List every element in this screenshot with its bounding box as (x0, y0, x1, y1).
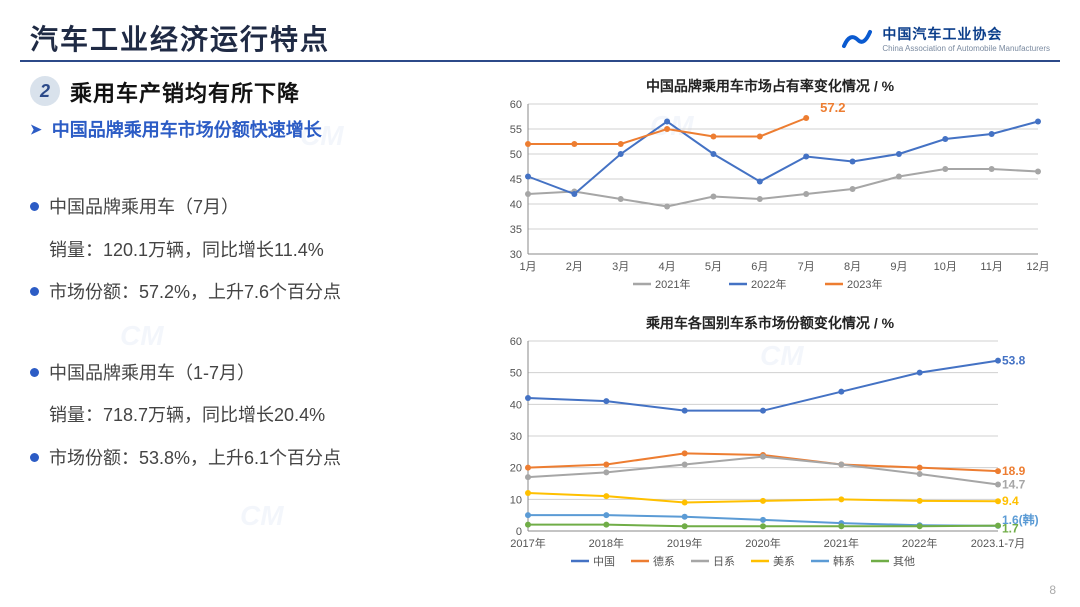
svg-text:35: 35 (510, 224, 522, 236)
svg-text:30: 30 (510, 431, 522, 443)
svg-text:30: 30 (510, 249, 522, 261)
title-divider (20, 60, 1060, 62)
section-number: 2 (30, 76, 60, 106)
svg-text:6月: 6月 (751, 261, 768, 273)
svg-text:5月: 5月 (705, 261, 722, 273)
svg-text:2023年: 2023年 (847, 277, 882, 291)
svg-text:德系: 德系 (653, 554, 675, 568)
svg-text:57.2: 57.2 (820, 100, 845, 115)
bullet-text: 中国品牌乘用车（1-7月） (49, 358, 255, 389)
section-title: 乘用车产销均有所下降 (70, 76, 300, 108)
svg-text:美系: 美系 (773, 555, 795, 568)
logo-text-en: China Association of Automobile Manufact… (882, 44, 1050, 53)
chart-title: 乘用车各国别车系市场份额变化情况 / % (490, 313, 1050, 333)
chart-title: 中国品牌乘用车市场占有率变化情况 / % (490, 76, 1050, 96)
svg-text:9月: 9月 (890, 261, 907, 273)
chart-1-svg: 30 35 40 45 50 55 60 1月 2月 3月 4月 5月 6月 7月 8月 9月 10月 11月 12… (490, 98, 1050, 298)
section-subtitle: 中国品牌乘用车市场份额快速增长 (52, 116, 322, 142)
svg-text:53.8: 53.8 (1002, 354, 1026, 368)
charts-panel: 中国品牌乘用车市场占有率变化情况 / % 303540455055601月2月3… (490, 76, 1050, 590)
svg-text:12月: 12月 (1026, 261, 1049, 273)
svg-text:40: 40 (510, 199, 522, 211)
svg-text:2020年: 2020年 (745, 536, 780, 550)
svg-text:20: 20 (510, 463, 522, 475)
svg-text:1.7: 1.7 (1002, 521, 1019, 535)
svg-text:8月: 8月 (844, 261, 861, 273)
chart-2-svg: 0 10 20 30 40 50 60 2017年 2018年 2019年 2020年 2021年 20… (490, 335, 1050, 575)
bullet-dot (30, 368, 39, 377)
svg-text:中国: 中国 (593, 555, 615, 568)
svg-text:其他: 其他 (893, 555, 915, 568)
slide: { "header": { "title": "汽车工业经济运行特点", "lo… (0, 0, 1080, 607)
bullet-dot (30, 202, 39, 211)
svg-text:2023.1-7月: 2023.1-7月 (971, 538, 1025, 550)
svg-text:4月: 4月 (659, 261, 676, 273)
chevron-right-icon: ➤ (30, 121, 42, 138)
svg-text:2022年: 2022年 (902, 536, 937, 550)
logo-icon (840, 26, 874, 50)
bullet-text: 中国品牌乘用车（7月） (49, 192, 239, 223)
bullet-text: 市场份额：57.2%，上升7.6个百分点 (49, 277, 341, 308)
svg-text:11月: 11月 (980, 261, 1002, 273)
svg-text:55: 55 (510, 124, 522, 136)
svg-text:60: 60 (510, 99, 522, 111)
svg-text:10: 10 (510, 494, 522, 506)
svg-text:45: 45 (510, 174, 522, 186)
logo: 中国汽车工业协会 China Association of Automobile… (840, 24, 1050, 53)
svg-text:2017年: 2017年 (510, 536, 545, 550)
svg-text:9.4: 9.4 (1002, 494, 1019, 508)
page-number: 8 (1049, 583, 1056, 597)
left-panel: 中国品牌乘用车（7月） 销量：120.1万辆，同比增长11.4% 市场份额：57… (30, 180, 460, 524)
svg-text:0: 0 (516, 526, 522, 538)
logo-text-cn: 中国汽车工业协会 (882, 24, 1050, 44)
svg-text:韩系: 韩系 (833, 554, 855, 568)
bullet-dot (30, 287, 39, 296)
bullet-dot (30, 453, 39, 462)
chart-2: 乘用车各国别车系市场份额变化情况 / % 0 10 20 30 40 50 60 2017年 2… (490, 313, 1050, 580)
svg-text:60: 60 (510, 336, 522, 348)
svg-text:2月: 2月 (566, 261, 583, 273)
svg-text:2022年: 2022年 (751, 277, 786, 291)
svg-text:2019年: 2019年 (667, 536, 702, 550)
section-subtitle-row: ➤ 中国品牌乘用车市场份额快速增长 (30, 116, 322, 142)
page-title: 汽车工业经济运行特点 (30, 18, 330, 58)
svg-text:10月: 10月 (934, 261, 957, 273)
svg-text:50: 50 (510, 368, 522, 380)
svg-text:14.7: 14.7 (1002, 477, 1026, 491)
svg-text:3月: 3月 (612, 261, 629, 273)
bullet-text: 销量：718.7万辆，同比增长20.4% (49, 400, 325, 431)
svg-text:18.9: 18.9 (1002, 464, 1026, 478)
svg-text:7月: 7月 (798, 261, 815, 273)
svg-text:日系: 日系 (713, 555, 735, 568)
svg-text:1月: 1月 (519, 261, 536, 273)
chart-1: 中国品牌乘用车市场占有率变化情况 / % 303540455055601月2月3… (490, 76, 1050, 303)
svg-text:2018年: 2018年 (589, 536, 624, 550)
bullet-text: 销量：120.1万辆，同比增长11.4% (49, 235, 324, 266)
bullet-text: 市场份额：53.8%，上升6.1个百分点 (49, 443, 341, 474)
svg-text:50: 50 (510, 149, 522, 161)
svg-text:40: 40 (510, 399, 522, 411)
svg-text:2021年: 2021年 (824, 536, 859, 550)
svg-text:2021年: 2021年 (655, 277, 690, 291)
